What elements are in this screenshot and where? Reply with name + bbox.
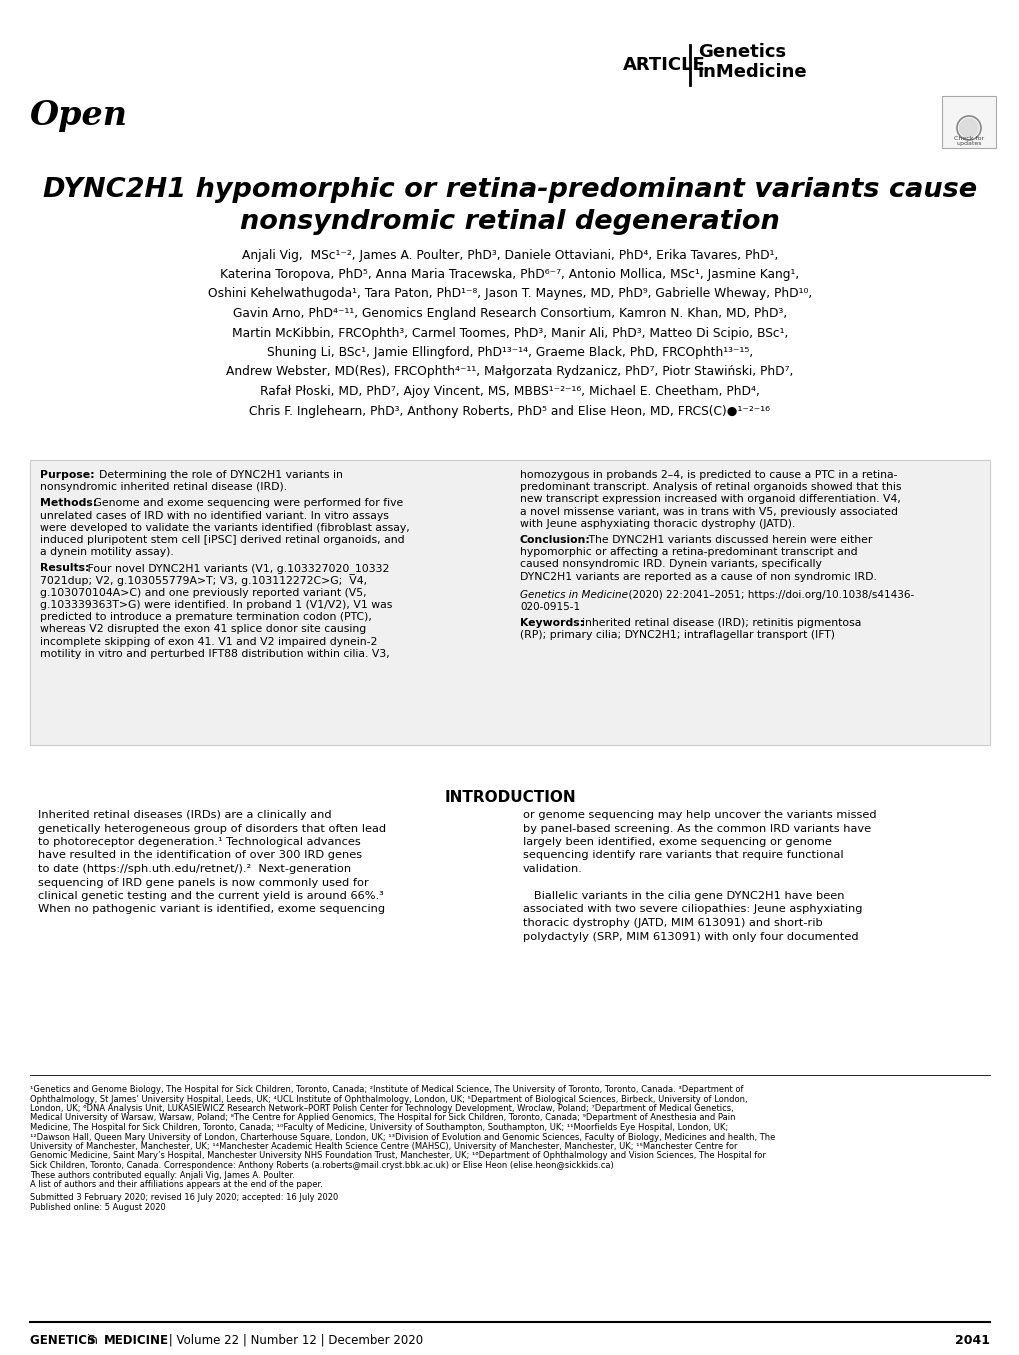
Text: 2041: 2041 [954,1333,989,1347]
Text: g.103339363T>G) were identified. In proband 1 (V1/V2), V1 was: g.103339363T>G) were identified. In prob… [40,600,392,610]
Text: induced pluripotent stem cell [iPSC] derived retinal organoids, and: induced pluripotent stem cell [iPSC] der… [40,535,405,545]
Text: a dynein motility assay).: a dynein motility assay). [40,547,173,557]
Text: Biallelic variants in the cilia gene DYNC2H1 have been: Biallelic variants in the cilia gene DYN… [523,892,844,901]
Text: sequencing identify rare variants that require functional: sequencing identify rare variants that r… [523,851,843,860]
Text: predicted to introduce a premature termination codon (PTC),: predicted to introduce a premature termi… [40,612,372,622]
Text: new transcript expression increased with organoid differentiation. V4,: new transcript expression increased with… [520,495,900,504]
Text: caused nonsyndromic IRD. Dynein variants, specifically: caused nonsyndromic IRD. Dynein variants… [520,560,821,569]
Text: Gavin Arno, PhD⁴⁻¹¹, Genomics England Research Consortium, Kamron N. Khan, MD, P: Gavin Arno, PhD⁴⁻¹¹, Genomics England Re… [232,308,787,320]
Text: g.103070104A>C) and one previously reported variant (V5,: g.103070104A>C) and one previously repor… [40,588,366,598]
Text: motility in vitro and perturbed IFT88 distribution within cilia. V3,: motility in vitro and perturbed IFT88 di… [40,649,389,659]
Text: | Volume 22 | Number 12 | December 2020: | Volume 22 | Number 12 | December 2020 [165,1333,423,1347]
Text: (2020) 22:2041–2051; https://doi.org/10.1038/s41436-: (2020) 22:2041–2051; https://doi.org/10.… [622,589,913,600]
Text: Genomic Medicine, Saint Mary’s Hospital, Manchester University NHS Foundation Tr: Genomic Medicine, Saint Mary’s Hospital,… [30,1152,765,1160]
Text: nonsyndromic inherited retinal disease (IRD).: nonsyndromic inherited retinal disease (… [40,482,286,492]
Text: polydactyly (SRP, MIM 613091) with only four documented: polydactyly (SRP, MIM 613091) with only … [523,931,858,942]
Text: have resulted in the identification of over 300 IRD genes: have resulted in the identification of o… [38,851,362,860]
Text: a novel missense variant, was in trans with V5, previously associated: a novel missense variant, was in trans w… [520,507,897,516]
Text: ¹²Dawson Hall, Queen Mary University of London, Charterhouse Square, London, UK;: ¹²Dawson Hall, Queen Mary University of … [30,1133,774,1141]
Text: unrelated cases of IRD with no identified variant. In vitro assays: unrelated cases of IRD with no identifie… [40,511,388,520]
Text: Check for: Check for [953,136,983,141]
Bar [942,96,995,148]
Text: updates: updates [956,141,981,146]
Text: Anjali Vig,  MSc¹⁻², James A. Poulter, PhD³, Daniele Ottaviani, PhD⁴, Erika Tava: Anjali Vig, MSc¹⁻², James A. Poulter, Ph… [242,248,777,262]
Text: The DYNC2H1 variants discussed herein were either: The DYNC2H1 variants discussed herein we… [585,535,871,545]
Text: These authors contributed equally: Anjali Vig, James A. Poulter.: These authors contributed equally: Anjal… [30,1171,294,1179]
Text: by panel-based screening. As the common IRD variants have: by panel-based screening. As the common … [523,824,870,833]
Text: to date (https://sph.uth.edu/retnet/).²  Next-generation: to date (https://sph.uth.edu/retnet/).² … [38,864,351,874]
Text: DYNC2H1 hypomorphic or retina-predominant variants cause: DYNC2H1 hypomorphic or retina-predominan… [43,178,976,203]
Text: whereas V2 disrupted the exon 41 splice donor site causing: whereas V2 disrupted the exon 41 splice … [40,625,366,634]
Text: inMedicine: inMedicine [697,62,807,81]
Text: Chris F. Inglehearn, PhD³, Anthony Roberts, PhD⁵ and Elise Heon, MD, FRCS(C)●¹⁻²: Chris F. Inglehearn, PhD³, Anthony Rober… [250,405,769,417]
Text: Published online: 5 August 2020: Published online: 5 August 2020 [30,1203,166,1211]
Text: Keywords:: Keywords: [520,618,584,629]
Text: MEDICINE: MEDICINE [104,1333,169,1347]
Text: When no pathogenic variant is identified, exome sequencing: When no pathogenic variant is identified… [38,905,385,915]
Text: Open: Open [30,99,127,131]
Text: genetically heterogeneous group of disorders that often lead: genetically heterogeneous group of disor… [38,824,386,833]
Text: Oshini Kehelwathugoda¹, Tara Paton, PhD¹⁻⁸, Jason T. Maynes, MD, PhD⁹, Gabrielle: Oshini Kehelwathugoda¹, Tara Paton, PhD¹… [208,287,811,301]
Text: in: in [87,1333,102,1347]
Text: Katerina Toropova, PhD⁵, Anna Maria Tracewska, PhD⁶⁻⁷, Antonio Mollica, MSc¹, Ja: Katerina Toropova, PhD⁵, Anna Maria Trac… [220,268,799,280]
Text: Rafał Płoski, MD, PhD⁷, Ajoy Vincent, MS, MBBS¹⁻²⁻¹⁶, Michael E. Cheetham, PhD⁴,: Rafał Płoski, MD, PhD⁷, Ajoy Vincent, MS… [260,385,759,398]
Text: Results:: Results: [40,564,90,573]
Text: Four novel DYNC2H1 variants (V1, g.103327020_10332: Four novel DYNC2H1 variants (V1, g.10332… [84,564,389,575]
Text: validation.: validation. [523,864,582,874]
Text: Inherited retinal diseases (IRDs) are a clinically and: Inherited retinal diseases (IRDs) are a … [38,810,331,820]
Text: inherited retinal disease (IRD); retinitis pigmentosa: inherited retinal disease (IRD); retinit… [575,618,860,629]
Text: largely been identified, exome sequencing or genome: largely been identified, exome sequencin… [523,837,832,847]
Text: Submitted 3 February 2020; revised 16 July 2020; accepted: 16 July 2020: Submitted 3 February 2020; revised 16 Ju… [30,1194,338,1202]
Text: Ophthalmology, St James’ University Hospital, Leeds, UK; ⁴UCL Institute of Ophth: Ophthalmology, St James’ University Hosp… [30,1095,747,1103]
Text: Andrew Webster, MD(Res), FRCOphth⁴⁻¹¹, Małgorzata Rydzanicz, PhD⁷, Piotr Stawińs: Andrew Webster, MD(Res), FRCOphth⁴⁻¹¹, M… [226,366,793,378]
Text: Martin McKibbin, FRCOphth³, Carmel Toomes, PhD³, Manir Ali, PhD³, Matteo Di Scip: Martin McKibbin, FRCOphth³, Carmel Toome… [231,327,788,340]
Text: Genetics in Medicine: Genetics in Medicine [520,589,628,600]
Text: Determining the role of DYNC2H1 variants in: Determining the role of DYNC2H1 variants… [92,470,342,480]
Text: nonsyndromic retinal degeneration: nonsyndromic retinal degeneration [239,209,780,234]
Text: ¹Genetics and Genome Biology, The Hospital for Sick Children, Toronto, Canada; ²: ¹Genetics and Genome Biology, The Hospit… [30,1085,743,1093]
Text: incomplete skipping of exon 41. V1 and V2 impaired dynein-2: incomplete skipping of exon 41. V1 and V… [40,637,377,646]
Text: Methods:: Methods: [40,499,97,508]
Text: Genetics: Genetics [697,43,786,61]
Text: or genome sequencing may help uncover the variants missed: or genome sequencing may help uncover th… [523,810,875,820]
Text: homozygous in probands 2–4, is predicted to cause a PTC in a retina-: homozygous in probands 2–4, is predicted… [520,470,897,480]
Text: sequencing of IRD gene panels is now commonly used for: sequencing of IRD gene panels is now com… [38,878,369,888]
Bar [30,459,989,745]
Text: associated with two severe ciliopathies: Jeune asphyxiating: associated with two severe ciliopathies:… [523,905,862,915]
Text: (RP); primary cilia; DYNC2H1; intraflagellar transport (IFT): (RP); primary cilia; DYNC2H1; intraflage… [520,630,835,641]
Text: predominant transcript. Analysis of retinal organoids showed that this: predominant transcript. Analysis of reti… [520,482,901,492]
Text: Conclusion:: Conclusion: [520,535,590,545]
Text: DYNC2H1 variants are reported as a cause of non syndromic IRD.: DYNC2H1 variants are reported as a cause… [520,572,876,581]
Text: Shuning Li, BSc¹, Jamie Ellingford, PhD¹³⁻¹⁴, Graeme Black, PhD, FRCOphth¹³⁻¹⁵,: Shuning Li, BSc¹, Jamie Ellingford, PhD¹… [267,346,752,359]
Text: Medical University of Warsaw, Warsaw, Poland; ⁸The Centre for Applied Genomics, : Medical University of Warsaw, Warsaw, Po… [30,1114,735,1122]
Text: to photoreceptor degeneration.¹ Technological advances: to photoreceptor degeneration.¹ Technolo… [38,837,361,847]
Text: Genome and exome sequencing were performed for five: Genome and exome sequencing were perform… [90,499,403,508]
Text: Medicine, The Hospital for Sick Children, Toronto, Canada; ¹⁰Faculty of Medicine: Medicine, The Hospital for Sick Children… [30,1123,728,1131]
Text: thoracic dystrophy (JATD, MIM 613091) and short-rib: thoracic dystrophy (JATD, MIM 613091) an… [523,917,822,928]
Text: ARTICLE: ARTICLE [623,56,705,75]
Text: London, UK; ⁶DNA Analysis Unit, LUKASIEWICZ Research Network–PORT Polish Center : London, UK; ⁶DNA Analysis Unit, LUKASIEW… [30,1104,733,1112]
Circle shape [958,118,978,138]
Text: Sick Children, Toronto, Canada. Correspondence: Anthony Roberts (a.roberts@mail.: Sick Children, Toronto, Canada. Correspo… [30,1161,613,1169]
Text: Purpose:: Purpose: [40,470,95,480]
Text: hypomorphic or affecting a retina-predominant transcript and: hypomorphic or affecting a retina-predom… [520,547,857,557]
Text: A list of authors and their affiliations appears at the end of the paper.: A list of authors and their affiliations… [30,1180,323,1188]
Text: INTRODUCTION: INTRODUCTION [443,790,576,805]
Text: were developed to validate the variants identified (fibroblast assay,: were developed to validate the variants … [40,523,410,533]
Text: with Jeune asphyxiating thoracic dystrophy (JATD).: with Jeune asphyxiating thoracic dystrop… [520,519,795,528]
Text: University of Manchester, Manchester, UK; ¹⁴Manchester Academic Health Science C: University of Manchester, Manchester, UK… [30,1142,737,1150]
Text: GENETICS: GENETICS [30,1333,100,1347]
Text: 020-0915-1: 020-0915-1 [520,602,580,612]
Text: 7021dup; V2, g.103055779A>T; V3, g.103112272C>G;  V4,: 7021dup; V2, g.103055779A>T; V3, g.10311… [40,576,367,585]
Text: clinical genetic testing and the current yield is around 66%.³: clinical genetic testing and the current… [38,892,383,901]
